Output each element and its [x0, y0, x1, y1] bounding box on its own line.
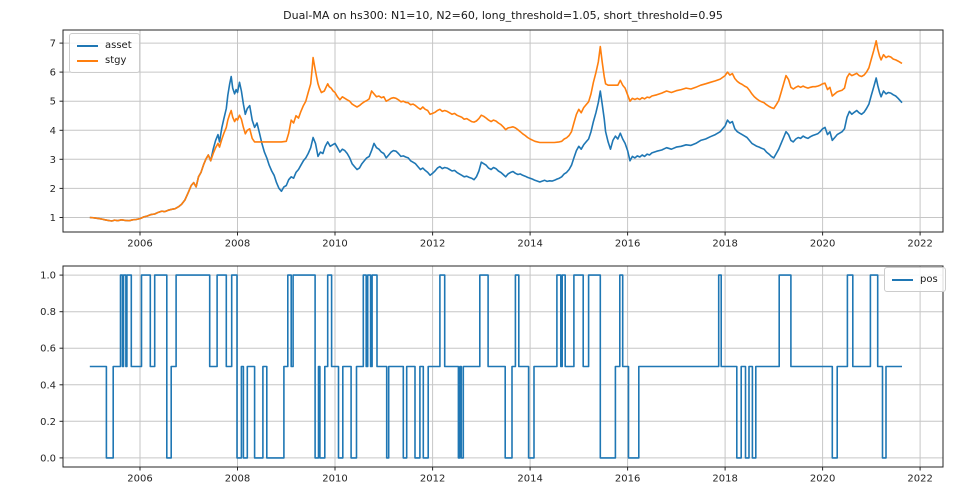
legend-label-asset: asset	[105, 40, 132, 51]
axes-spines	[62, 265, 944, 468]
x-tick-label: 2016	[615, 239, 640, 250]
stgy-line-swatch	[77, 59, 98, 62]
y-tick-label: 4	[50, 126, 56, 137]
y-tick-label: 0.6	[40, 344, 56, 355]
chart-title: Dual-MA on hs300: N1=10, N2=60, long_thr…	[283, 9, 723, 22]
x-tick-label: 2020	[810, 239, 835, 250]
x-tick-label: 2020	[810, 474, 835, 485]
y-tick-label: 1.0	[40, 271, 56, 282]
tick-marks	[59, 42, 921, 236]
top-axes: 2006 2008 2010 2012 2014 2016 2018 2020 2022 1 2 3 4…	[50, 29, 944, 250]
tick-marks	[59, 274, 921, 471]
x-tick-label: 2012	[420, 474, 445, 485]
legend-top: asset stgy	[69, 33, 140, 73]
x-tick-label: 2014	[517, 239, 542, 250]
asset-line-swatch	[77, 44, 98, 47]
x-tick-label: 2010	[322, 474, 347, 485]
x-tick-label: 2018	[712, 474, 737, 485]
x-tick-label: 2016	[615, 474, 640, 485]
y-tick-label: 2	[50, 184, 56, 195]
pos-line-swatch	[892, 278, 913, 281]
y-tick-label: 5	[50, 97, 56, 108]
y-tick-label: 6	[50, 68, 56, 79]
y-tick-label: 0.2	[40, 417, 56, 428]
legend-item-asset: asset	[77, 38, 132, 53]
legend-bottom: pos	[884, 267, 946, 292]
x-tick-label: 2012	[420, 239, 445, 250]
x-tick-label: 2022	[907, 474, 932, 485]
pos-line	[89, 274, 902, 459]
x-tick-label: 2014	[517, 474, 542, 485]
y-tick-label: 1	[50, 213, 56, 224]
legend-item-pos: pos	[892, 272, 938, 287]
legend-label-stgy: stgy	[105, 55, 127, 66]
axes-spines	[62, 29, 944, 233]
x-tick-label: 2008	[225, 474, 250, 485]
tick-labels: 2006 2008 2010 2012 2014 2016 2018 2020 2022 0.0 0…	[40, 271, 933, 485]
legend-item-stgy: stgy	[77, 53, 132, 68]
y-tick-label: 7	[50, 39, 56, 50]
x-tick-label: 2018	[712, 239, 737, 250]
y-tick-label: 0.4	[40, 380, 56, 391]
series-lines	[89, 274, 902, 459]
x-tick-label: 2022	[907, 239, 932, 250]
x-tick-label: 2006	[127, 474, 152, 485]
stgy-line	[89, 40, 903, 222]
x-tick-label: 2008	[225, 239, 250, 250]
y-tick-label: 3	[50, 155, 56, 166]
bottom-axes: 2006 2008 2010 2012 2014 2016 2018 2020 2022 0.0 0…	[40, 265, 944, 485]
x-tick-label: 2010	[322, 239, 347, 250]
tick-labels: 2006 2008 2010 2012 2014 2016 2018 2020 2022 1 2 3 4…	[50, 39, 933, 250]
series-lines	[89, 40, 903, 222]
legend-label-pos: pos	[920, 274, 938, 285]
asset-line	[89, 75, 903, 222]
y-tick-label: 0.0	[40, 453, 56, 464]
grid-lines	[63, 30, 943, 232]
x-tick-label: 2006	[127, 239, 152, 250]
y-tick-label: 0.8	[40, 307, 56, 318]
